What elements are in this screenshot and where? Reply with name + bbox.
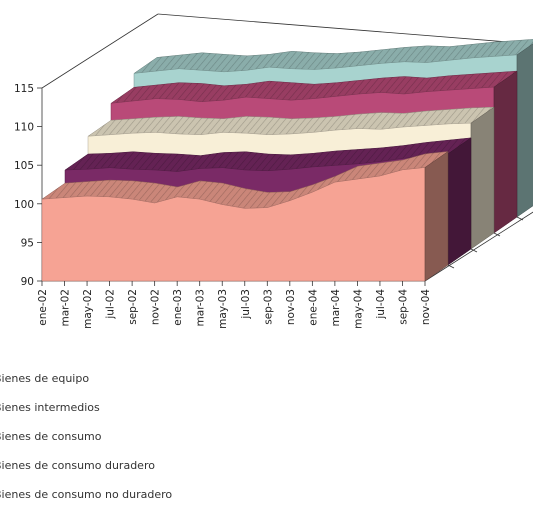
depth-tick-mark xyxy=(516,216,524,221)
series-top-hatch xyxy=(111,71,517,104)
x-tick-label: jul-04 xyxy=(375,289,387,320)
y-tick-label: 90 xyxy=(21,276,34,288)
x-tick-label: nov-04 xyxy=(420,289,432,325)
x-tick-label: mar-03 xyxy=(195,289,207,326)
x-tick-label: mar-04 xyxy=(330,289,342,327)
x-tick-label: mar-02 xyxy=(60,289,72,326)
legend-item: Bienes de consumo no duradero xyxy=(0,488,173,501)
x-tick-label: sep-04 xyxy=(397,289,409,325)
series-side-face xyxy=(516,43,533,218)
x-tick-label: nov-02 xyxy=(150,289,162,325)
legend-item: Bienes intermedios xyxy=(0,401,100,414)
series-front-face xyxy=(41,167,426,282)
x-tick-label: may-02 xyxy=(82,289,94,329)
x-tick-label: nov-03 xyxy=(285,289,297,325)
x-tick-label: may-03 xyxy=(217,289,229,329)
depth-tick-mark xyxy=(470,248,478,253)
y-tick-label: 105 xyxy=(14,160,34,172)
legend-item: Bienes de consumo xyxy=(0,430,102,443)
series-top-hatch xyxy=(134,39,533,74)
x-tick-label: sep-03 xyxy=(262,289,274,325)
x-tick-label: sep-02 xyxy=(127,289,139,325)
depth-tick-mark xyxy=(493,232,501,237)
series-side-face xyxy=(470,106,495,250)
x-tick-label: ene-02 xyxy=(37,289,49,326)
legend-item: Bienes de consumo duradero xyxy=(0,459,155,472)
depth-tick-mark xyxy=(447,264,455,269)
y-tick-label: 115 xyxy=(14,83,34,95)
x-tick-label: may-04 xyxy=(352,289,364,329)
x-tick-label: ene-03 xyxy=(172,289,184,326)
series-side-face xyxy=(493,70,518,234)
series-side-face xyxy=(424,151,449,282)
series-top-hatch xyxy=(42,151,448,209)
series-layer xyxy=(41,39,533,282)
x-tick-label: ene-04 xyxy=(307,289,319,326)
x-tick-label: jul-02 xyxy=(105,289,117,320)
x-tick-label: jul-03 xyxy=(240,289,252,320)
y-tick-label: 110 xyxy=(14,122,34,134)
legend-item: Bienes de equipo xyxy=(0,372,90,385)
series-side-face xyxy=(447,137,472,266)
y-tick-label: 95 xyxy=(21,237,34,249)
series-top-hatch xyxy=(88,107,494,137)
back-wall-edge xyxy=(157,13,533,45)
series-1 xyxy=(41,151,449,282)
axes-layer: 90 95 100 105 110 115 ene-02 mar-02 may-02 jul-02… xyxy=(14,83,524,329)
y-tick-label: 100 xyxy=(14,199,34,211)
series-top-hatch xyxy=(65,137,471,172)
